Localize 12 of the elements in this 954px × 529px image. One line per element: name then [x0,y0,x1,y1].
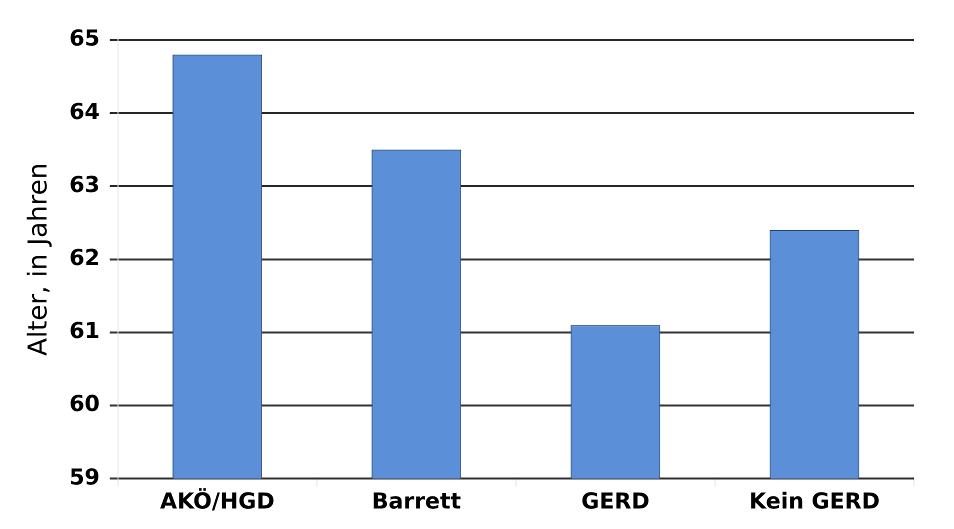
x-tick-label: Barrett [372,490,462,515]
y-tick-label: 61 [69,319,100,344]
y-tick-label: 64 [69,100,100,125]
y-tick-label: 59 [69,465,100,490]
y-tick-label: 62 [69,246,100,272]
y-tick-label: 65 [69,26,100,52]
x-tick-label: AKÖ/HGD [160,488,275,515]
y-axis-title: Alter, in Jahren [23,162,54,356]
x-tick-label: Kein GERD [749,490,880,515]
x-tick-label: GERD [581,490,650,515]
y-tick-label: 60 [69,392,100,418]
y-tick-label: 63 [69,172,100,198]
